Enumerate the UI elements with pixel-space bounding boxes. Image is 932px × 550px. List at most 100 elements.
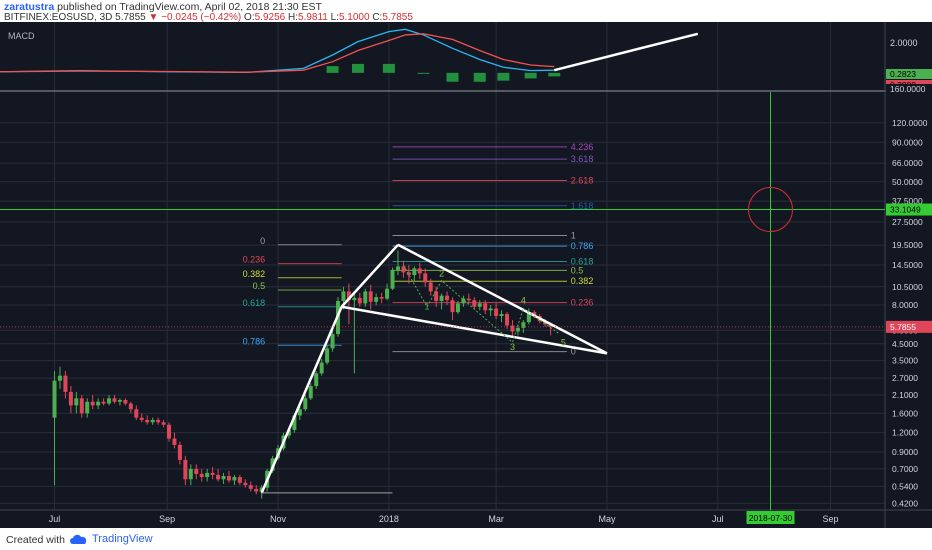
candle	[401, 260, 406, 278]
candle	[63, 371, 68, 399]
candle	[112, 395, 117, 404]
candle	[79, 395, 84, 418]
candle	[434, 286, 439, 307]
candle-body	[483, 303, 488, 311]
price-axis-tick-label: 2.7000	[892, 373, 918, 383]
candle-body	[412, 268, 417, 276]
candle-body	[161, 422, 166, 425]
price-axis-tick-label: 1.2000	[892, 428, 918, 438]
last-price-tag-bg	[886, 320, 932, 333]
price-axis-tick-label: 27.5000	[892, 217, 923, 227]
candle	[199, 468, 204, 482]
candle-body	[221, 475, 226, 480]
candle-body	[52, 380, 57, 418]
fib-right-level-label: 0.236	[571, 298, 594, 308]
candle-body	[499, 314, 504, 316]
candle-body	[199, 473, 204, 478]
candle	[494, 303, 499, 320]
candle-body	[194, 468, 199, 474]
trend-line-drawing	[340, 243, 399, 308]
macd-value-tag-bg	[886, 84, 932, 94]
macd-histogram-bar	[351, 63, 364, 73]
candle-body	[505, 314, 510, 326]
time-axis-tick-label: Nov	[270, 514, 287, 524]
candle	[85, 398, 90, 418]
candle-body	[150, 419, 155, 423]
candle-body	[85, 401, 90, 414]
open-label: O:	[244, 12, 255, 23]
author-name[interactable]: zaratustra	[4, 1, 55, 13]
macd-value-tag-bg	[886, 69, 932, 79]
candle	[325, 345, 330, 365]
candle	[455, 300, 460, 315]
candle	[352, 293, 357, 374]
time-axis-tick-label: Sep	[159, 514, 175, 524]
chart-canvas[interactable]: MACD2.00000.28230.3988160.000000.2360.38…	[0, 22, 932, 528]
candle	[379, 292, 384, 304]
candle-body	[292, 415, 297, 430]
candle-body	[434, 291, 439, 301]
wave-label: 5	[561, 337, 566, 347]
crosshair-price-tag: 33.1049	[886, 203, 932, 216]
price-axis-tick-label: 3.5000	[892, 356, 918, 366]
time-axis-tick-label: May	[598, 514, 616, 524]
candle-body	[532, 312, 537, 316]
candle-body	[112, 398, 117, 402]
candle-body	[314, 373, 319, 387]
candle-body	[461, 298, 466, 304]
candle	[357, 292, 362, 307]
fib-right-level-label: 3.618	[571, 154, 594, 164]
price-axis-tick-label: 0.7000	[892, 464, 918, 474]
chart-background	[0, 22, 932, 528]
candle-body	[63, 375, 68, 392]
candle	[472, 297, 477, 310]
candle	[139, 413, 144, 423]
fib-right-level-label: 0	[571, 347, 576, 357]
candle-body	[134, 409, 139, 418]
high-value: 5.9811	[297, 12, 328, 23]
candle	[461, 295, 466, 307]
candle-body	[303, 398, 308, 410]
candle-body	[417, 268, 422, 274]
fib-left-level-label: 0	[260, 236, 265, 246]
low-value: 5.1000	[338, 12, 370, 23]
candle	[150, 417, 155, 425]
candle-body	[183, 459, 188, 480]
candle-body	[406, 272, 411, 276]
footer: Created with TradingView	[0, 528, 932, 550]
candle	[488, 305, 493, 316]
candle	[417, 262, 422, 279]
candle	[466, 293, 471, 304]
last-price-tag-label: 5.7855	[890, 322, 916, 332]
candle-body	[107, 398, 112, 404]
candle	[167, 422, 172, 442]
close-value: 5.7855	[382, 12, 413, 23]
candle	[303, 395, 308, 412]
fib-right-level-label: 4.236	[571, 142, 594, 152]
candle	[243, 479, 248, 488]
candle-body	[205, 472, 210, 478]
high-label: H:	[287, 12, 298, 23]
candle	[314, 371, 319, 389]
macd-value-tag-label: 0.2823	[890, 69, 916, 79]
candle-body	[423, 273, 428, 283]
candle	[183, 455, 188, 486]
candle-body	[325, 348, 330, 363]
candle-body	[510, 325, 515, 332]
time-axis-tick-label: Jul	[49, 514, 61, 524]
candle-body	[90, 401, 95, 406]
candle	[526, 308, 531, 325]
candle	[210, 467, 215, 480]
candle-body	[237, 477, 242, 483]
candle-body	[401, 266, 406, 273]
macd-value-tag-label: 160.0000	[890, 84, 926, 94]
candle	[428, 278, 433, 296]
candle	[406, 265, 411, 284]
down-arrow-icon: ▼	[148, 12, 159, 23]
price-axis-tick-label: 4.5000	[892, 339, 918, 349]
candle-body	[515, 327, 520, 332]
tradingview-brand[interactable]: TradingView	[92, 533, 153, 545]
candle-body	[368, 291, 373, 302]
publish-info: zaratustra published on TradingView.com,…	[4, 1, 322, 13]
fib-left-level-label: 0.5	[253, 281, 266, 291]
